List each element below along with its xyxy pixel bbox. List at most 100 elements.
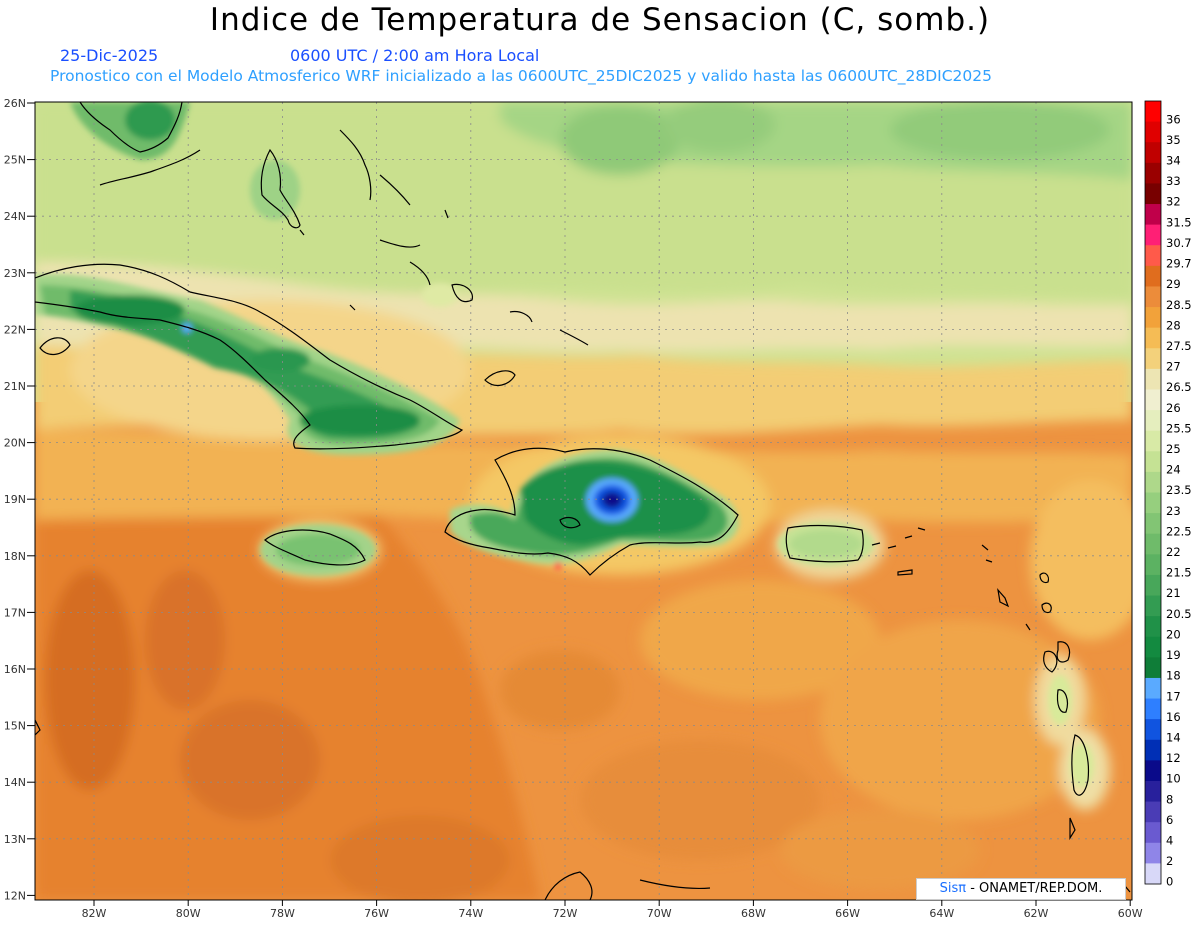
colorbar-label: 26.5 bbox=[1166, 380, 1192, 394]
heat-field bbox=[35, 102, 1132, 900]
colorbar-swatch bbox=[1145, 636, 1161, 658]
lat-tick-label: 21N bbox=[4, 380, 26, 393]
colorbar-swatch bbox=[1145, 801, 1161, 823]
lat-tick-label: 17N bbox=[4, 606, 26, 619]
lat-tick-label: 19N bbox=[4, 493, 26, 506]
colorbar-swatch bbox=[1145, 533, 1161, 555]
map-frame bbox=[34, 101, 1133, 901]
colorbar-swatch bbox=[1145, 595, 1161, 617]
colorbar-label: 33 bbox=[1166, 174, 1181, 188]
sispi-logo: Sisπ bbox=[939, 881, 967, 896]
colorbar-swatch bbox=[1145, 719, 1161, 741]
colorbar-swatch bbox=[1145, 451, 1161, 473]
colorbar-label: 36 bbox=[1166, 112, 1181, 126]
lat-tick-label: 13N bbox=[4, 833, 26, 846]
colorbar-label: 29 bbox=[1166, 277, 1181, 291]
model-info: Pronostico con el Modelo Atmosferico WRF… bbox=[50, 67, 992, 85]
colorbar-swatch bbox=[1145, 327, 1161, 349]
lon-tick-label: 70W bbox=[647, 907, 672, 920]
lat-tick-label: 23N bbox=[4, 267, 26, 280]
colorbar-label: 4 bbox=[1166, 833, 1173, 847]
credit-text: - ONAMET/REP.DOM. bbox=[970, 881, 1103, 896]
colorbar-swatch bbox=[1145, 410, 1161, 432]
colorbar-label: 32 bbox=[1166, 195, 1181, 209]
colorbar-swatch bbox=[1145, 348, 1161, 370]
colorbar-swatch bbox=[1145, 245, 1161, 267]
colorbar-swatch bbox=[1145, 554, 1161, 576]
colorbar-label: 25.5 bbox=[1166, 421, 1192, 435]
colorbar-swatch bbox=[1145, 368, 1161, 390]
colorbar-label: 21 bbox=[1166, 586, 1181, 600]
chart-title: Indice de Temperatura de Sensacion (C, s… bbox=[209, 2, 991, 38]
colorbar-label: 30.7 bbox=[1166, 236, 1192, 250]
colorbar-label: 23 bbox=[1166, 504, 1181, 518]
colorbar-label: 22 bbox=[1166, 545, 1181, 559]
colorbar-swatch bbox=[1145, 162, 1161, 184]
lon-tick-label: 74W bbox=[458, 907, 483, 920]
credit-badge: Sisπ - ONAMET/REP.DOM. bbox=[916, 878, 1126, 900]
lat-tick-label: 22N bbox=[4, 323, 26, 336]
colorbar-label: 23.5 bbox=[1166, 483, 1192, 497]
lon-tick-label: 72W bbox=[553, 907, 578, 920]
lon-axis: 82W 80W 78W 76W 74W 72W 70W 68W 66W 64W 62W 60W bbox=[82, 900, 1143, 920]
colorbar-label: 27 bbox=[1166, 360, 1181, 374]
colorbar-label: 10 bbox=[1166, 772, 1181, 786]
colorbar-label: 28 bbox=[1166, 318, 1181, 332]
colorbar-swatch bbox=[1145, 574, 1161, 597]
lat-tick-label: 26N bbox=[4, 97, 26, 110]
lon-tick-label: 60W bbox=[1118, 907, 1143, 920]
lat-tick-label: 18N bbox=[4, 550, 26, 563]
colorbar-label: 20.5 bbox=[1166, 607, 1192, 621]
colorbar-label: 35 bbox=[1166, 133, 1181, 147]
colorbar-label: 16 bbox=[1166, 710, 1181, 724]
colorbar: 363534333231.530.729.72928.52827.52726.5… bbox=[1144, 100, 1192, 889]
colorbar-swatch bbox=[1145, 471, 1161, 493]
lon-tick-label: 66W bbox=[835, 907, 860, 920]
colorbar-swatch bbox=[1145, 121, 1161, 143]
colorbar-swatch bbox=[1145, 822, 1161, 844]
colorbar-label: 19 bbox=[1166, 648, 1181, 662]
lon-tick-label: 80W bbox=[176, 907, 201, 920]
colorbar-swatch bbox=[1145, 204, 1161, 226]
colorbar-label: 28.5 bbox=[1166, 298, 1192, 312]
forecast-time: 0600 UTC / 2:00 am Hora Local bbox=[290, 46, 540, 65]
colorbar-swatch bbox=[1145, 389, 1161, 411]
lat-tick-label: 15N bbox=[4, 720, 26, 733]
colorbar-label: 14 bbox=[1166, 730, 1181, 744]
lon-tick-label: 76W bbox=[364, 907, 389, 920]
colorbar-swatch bbox=[1145, 657, 1161, 679]
colorbar-label: 26 bbox=[1166, 401, 1181, 415]
lat-tick-label: 14N bbox=[4, 776, 26, 789]
colorbar-label: 12 bbox=[1166, 751, 1181, 765]
colorbar-label: 24 bbox=[1166, 463, 1181, 477]
colorbar-swatch bbox=[1145, 307, 1161, 329]
colorbar-label: 17 bbox=[1166, 689, 1181, 703]
lat-tick-label: 20N bbox=[4, 437, 26, 450]
colorbar-swatch bbox=[1145, 265, 1161, 287]
lon-tick-label: 82W bbox=[82, 907, 107, 920]
lat-tick-label: 12N bbox=[4, 889, 26, 902]
colorbar-frame bbox=[1144, 100, 1162, 885]
lon-tick-label: 78W bbox=[270, 907, 295, 920]
colorbar-label: 20 bbox=[1166, 627, 1181, 641]
colorbar-label: 8 bbox=[1166, 792, 1173, 806]
colorbar-swatch bbox=[1145, 513, 1161, 535]
colorbar-swatch bbox=[1145, 863, 1161, 885]
colorbar-swatch bbox=[1145, 760, 1161, 782]
colorbar-swatch bbox=[1145, 183, 1161, 205]
colorbar-label: 31.5 bbox=[1166, 215, 1192, 229]
colorbar-label: 21.5 bbox=[1166, 566, 1192, 580]
lat-tick-label: 16N bbox=[4, 663, 26, 676]
colorbar-swatch bbox=[1145, 842, 1161, 864]
colorbar-label: 29.7 bbox=[1166, 257, 1192, 271]
colorbar-label: 22.5 bbox=[1166, 524, 1192, 538]
coastlines bbox=[35, 102, 1131, 900]
forecast-date: 25-Dic-2025 bbox=[60, 46, 159, 65]
lat-axis: 26N 25N 24N 23N 22N 21N 20N 19N 18N 17N 16N 15N 14N 1… bbox=[4, 97, 35, 902]
colorbar-swatch bbox=[1145, 677, 1161, 700]
colorbar-swatch bbox=[1145, 492, 1161, 514]
map-grid bbox=[35, 102, 1132, 900]
colorbar-swatch bbox=[1145, 616, 1161, 638]
colorbar-label: 6 bbox=[1166, 813, 1173, 827]
colorbar-swatch bbox=[1145, 780, 1161, 803]
